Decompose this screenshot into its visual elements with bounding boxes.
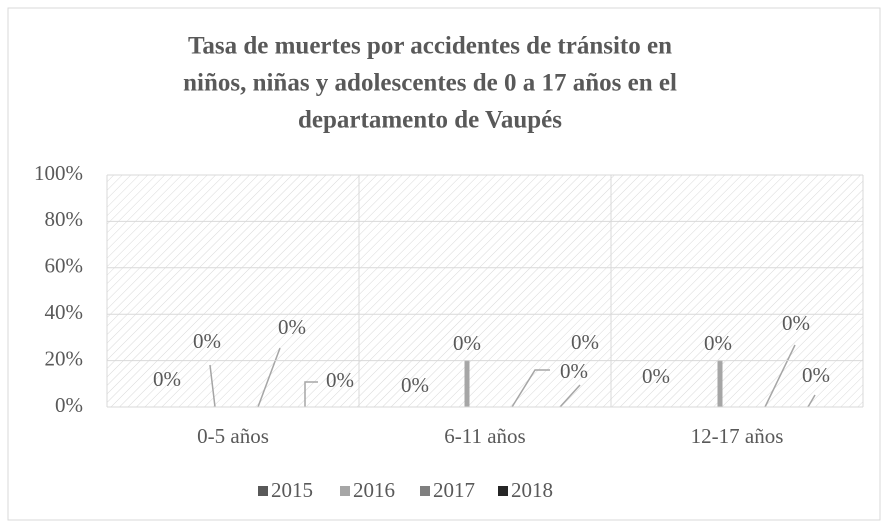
legend-swatch: [340, 486, 350, 496]
legend-label: 2016: [353, 478, 395, 502]
data-label: 0%: [560, 359, 588, 383]
chart-title: departamento de Vaupés: [298, 107, 562, 134]
data-label: 0%: [278, 315, 306, 339]
x-tick-label: 6-11 años: [444, 424, 525, 448]
data-label: 0%: [642, 364, 670, 388]
data-label: 0%: [326, 368, 354, 392]
data-label: 0%: [193, 329, 221, 353]
legend-label: 2015: [271, 478, 313, 502]
data-label: 0%: [571, 330, 599, 354]
data-label: 0%: [704, 331, 732, 355]
data-label: 0%: [453, 331, 481, 355]
legend-label: 2017: [433, 478, 475, 502]
x-tick-label: 0-5 años: [197, 424, 269, 448]
data-label: 0%: [153, 367, 181, 391]
x-tick-label: 12-17 años: [691, 424, 784, 448]
chart-title: niños, niñas y adolescentes de 0 a 17 añ…: [183, 70, 677, 97]
chart-title: Tasa de muertes por accidentes de tránsi…: [188, 33, 672, 60]
y-tick-label: 40%: [45, 300, 84, 324]
y-tick-label: 60%: [45, 254, 84, 278]
legend-swatch: [498, 486, 508, 496]
y-tick-label: 100%: [34, 161, 83, 185]
data-label: 0%: [401, 373, 429, 397]
y-tick-label: 20%: [45, 346, 84, 370]
leader-lines: [209, 344, 816, 408]
data-label: 0%: [782, 311, 810, 335]
y-tick-label: 0%: [55, 393, 83, 417]
legend-swatch: [420, 486, 430, 496]
plot-area: [107, 175, 863, 407]
legend-swatch: [258, 486, 268, 496]
data-label: 0%: [802, 363, 830, 387]
y-tick-label: 80%: [45, 207, 84, 231]
legend-label: 2018: [511, 478, 553, 502]
